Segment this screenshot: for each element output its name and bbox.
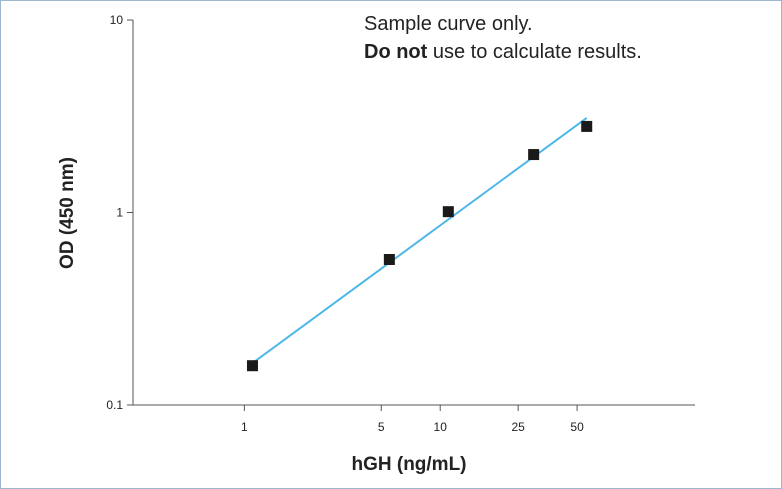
- data-points: [246, 120, 593, 372]
- y-ticks: 0.1 1 10: [106, 13, 133, 412]
- y-axis-title: OD (450 nm): [57, 157, 78, 269]
- data-point: [442, 206, 454, 218]
- x-tick-label: 1: [241, 420, 248, 434]
- annotation-rest: use to calculate results.: [427, 41, 642, 63]
- axes: [132, 20, 695, 406]
- y-tick-label: 10: [110, 13, 124, 27]
- x-tick-label: 25: [511, 420, 525, 434]
- y-tick-label: 0.1: [106, 398, 123, 412]
- data-point: [246, 360, 258, 372]
- data-point: [528, 149, 540, 161]
- x-tick-label: 50: [570, 420, 584, 434]
- annotation-bold: Do not: [364, 41, 428, 63]
- x-axis-title: hGH (ng/mL): [351, 454, 466, 475]
- chart-annotation: Sample curve only. Do not use to calcula…: [364, 10, 642, 66]
- data-point: [581, 120, 593, 132]
- annotation-line-2: Do not use to calculate results.: [364, 38, 642, 66]
- x-tick-label: 10: [434, 420, 448, 434]
- y-tick-label: 1: [116, 206, 123, 220]
- annotation-line-1: Sample curve only.: [364, 13, 533, 35]
- x-ticks: 1 5 10 25 50: [241, 405, 584, 434]
- data-point: [383, 253, 395, 265]
- x-tick-label: 5: [378, 420, 385, 434]
